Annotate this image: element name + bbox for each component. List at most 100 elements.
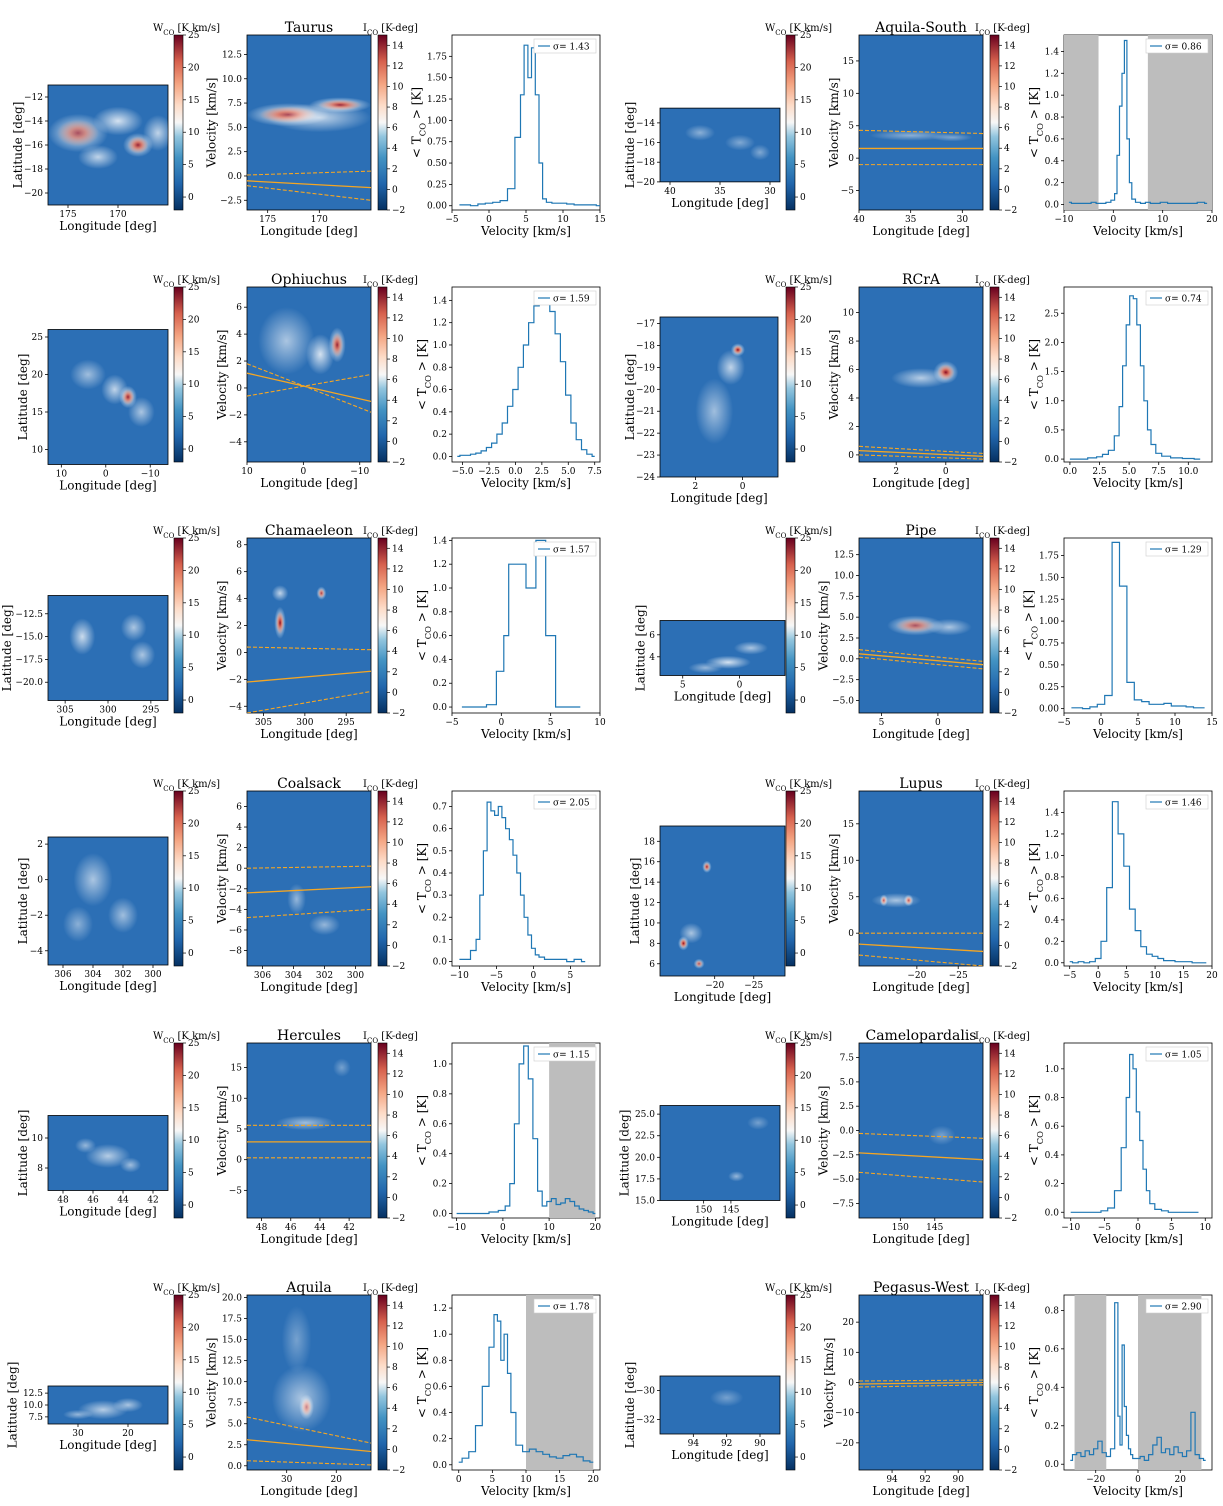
map-ytick-label: −22 xyxy=(636,429,655,439)
map-cbar-tick-label: 20 xyxy=(800,1323,812,1333)
pv-cbar-tick-label: 14 xyxy=(1004,41,1016,51)
pv-emission-blob xyxy=(309,914,340,936)
pv-cbar-tick-label: −2 xyxy=(392,1214,405,1224)
panel-title: Camelopardalis xyxy=(866,1028,977,1044)
map-cbar-tick-label: 15 xyxy=(800,348,812,358)
pv-cbar-tick-label: 14 xyxy=(1004,544,1016,554)
map-cbar-tick-label: 10 xyxy=(188,380,200,390)
pv-cbar-tick-label: 10 xyxy=(392,1342,404,1352)
pv-ylabel: Velocity [km/s] xyxy=(816,581,830,672)
pv-ylabel: Velocity [km/s] xyxy=(822,1338,836,1429)
pv-ytick-label: −2 xyxy=(229,411,242,421)
pv-fit-upper xyxy=(247,865,371,869)
spec-frame xyxy=(451,286,601,463)
spec-ytick-label: 0.00 xyxy=(427,202,447,212)
pv-ytick-label: 0 xyxy=(236,864,242,874)
map-cbar-tick-label: 5 xyxy=(800,1169,806,1179)
map-ytick-label: −20 xyxy=(24,189,43,199)
spec-ytick-label: 0.2 xyxy=(1045,1180,1059,1190)
spec-ytick-label: 1.0 xyxy=(1045,91,1060,101)
spec-masked-region xyxy=(549,1043,596,1218)
pv-colorbar xyxy=(377,537,388,714)
spec-frame xyxy=(1063,790,1213,967)
map-cbar-tick-label: 0 xyxy=(188,445,194,455)
pv-fit-lines xyxy=(859,1132,983,1183)
map-frame xyxy=(659,1105,781,1201)
spec-xtick-label: 10 xyxy=(1157,215,1169,225)
pv-cbar-label: ICO [K-deg] xyxy=(363,23,418,37)
map-emission-blob xyxy=(69,618,96,655)
pv-cbar-tick-label: 4 xyxy=(392,144,398,154)
pv-xtick-label: 2 xyxy=(893,467,899,477)
map-ylabel: Latitude [deg] xyxy=(634,605,648,692)
pv-cbar-label: ICO [K-deg] xyxy=(975,779,1030,793)
pv-fit-center xyxy=(859,449,983,457)
pv-ytick-label: 7.5 xyxy=(840,1054,855,1064)
map-emission-blob xyxy=(695,378,734,445)
map-ylabel: Latitude [deg] xyxy=(617,1110,631,1197)
pv-ytick-label: 6 xyxy=(236,568,242,578)
pv-xtick-label: 92 xyxy=(919,1475,930,1485)
pv-emission-peak xyxy=(276,611,285,635)
map-cbar-tick-label: 15 xyxy=(800,599,812,609)
spec-masked-region xyxy=(1138,1295,1202,1470)
spec-legend xyxy=(533,541,597,557)
pv-ytick-label: 6 xyxy=(848,366,854,376)
spec-masked-region xyxy=(1064,35,1099,210)
pv-ylabel: Velocity [km/s] xyxy=(215,834,229,925)
map-colorbar xyxy=(173,286,184,463)
pv-fit-center xyxy=(247,1439,371,1453)
map-emission-blob xyxy=(113,1397,143,1413)
pv-ytick-label: 7.5 xyxy=(228,99,243,109)
spec-legend-label: σ= 0.86 xyxy=(1165,43,1202,53)
map-emission-blob xyxy=(733,641,768,655)
panel-group-pipe: 5 0 4 6 Longitude [deg] Latitude [deg] 0 5 10 15 2… xyxy=(634,523,1218,741)
map-cbar-tick-label: 5 xyxy=(188,1421,194,1431)
pv-frame xyxy=(858,34,984,211)
spec-ytick-label: 1.4 xyxy=(1045,808,1060,818)
map-colorbar xyxy=(785,1042,796,1219)
pv-cbar-tick-label: 4 xyxy=(392,647,398,657)
map-emission-peak xyxy=(57,119,99,147)
pv-cbar-tick-label: 10 xyxy=(1004,1090,1016,1100)
pv-ytick-label: −2 xyxy=(229,675,242,685)
map-cbar-tick-label: 0 xyxy=(800,1201,806,1211)
spec-ytick-label: 2.0 xyxy=(1045,338,1060,348)
pv-cbar-tick-label: 6 xyxy=(392,1384,398,1394)
spec-line xyxy=(458,1314,594,1463)
map-ytick-label: 20 xyxy=(32,371,44,381)
spec-xlabel: Velocity [km/s] xyxy=(480,1232,571,1246)
pv-cbar-tick-label: 8 xyxy=(1004,606,1010,616)
spec-legend-label: σ= 2.90 xyxy=(1165,1303,1202,1313)
map-xlabel: Longitude [deg] xyxy=(674,990,771,1004)
map-ytick-label: −20 xyxy=(636,385,655,395)
map-xlabel: Longitude [deg] xyxy=(59,479,156,493)
pv-cbar-tick-label: 8 xyxy=(1004,103,1010,113)
spec-xtick-label: 0 xyxy=(1135,1475,1141,1485)
pv-cbar-tick-label: 10 xyxy=(1004,1342,1016,1352)
map-xtick-label: 30 xyxy=(72,1429,84,1439)
pv-ytick-label: 6 xyxy=(236,802,242,812)
spec-ytick-label: 0.6 xyxy=(1045,1345,1060,1355)
pv-fit-lower xyxy=(247,1460,371,1466)
map-ytick-label: 10.0 xyxy=(23,1401,43,1411)
map-ytick-label: −19 xyxy=(636,363,655,373)
pv-fit-lower xyxy=(859,454,983,460)
pv-ytick-label: −5 xyxy=(229,1186,243,1196)
pv-cbar-tick-label: 0 xyxy=(392,1445,398,1455)
map-cbar-tick-label: 25 xyxy=(188,534,200,544)
pv-xtick-label: 295 xyxy=(338,718,355,728)
spec-ytick-label: 0.4 xyxy=(433,869,448,879)
spec-ytick-label: 0.6 xyxy=(433,825,448,835)
pv-xtick-label: 175 xyxy=(259,215,276,225)
map-cbar-tick-label: 20 xyxy=(800,315,812,325)
map-cbar-tick-label: 15 xyxy=(800,1356,812,1366)
map-cbar-tick-label: 20 xyxy=(188,1071,200,1081)
map-cbar-tick-label: 15 xyxy=(188,96,200,106)
pv-ytick-label: 0.0 xyxy=(228,172,243,182)
map-emission-blob xyxy=(120,1157,141,1173)
pv-ylabel: Velocity [km/s] xyxy=(215,1086,229,1177)
spec-xlabel: Velocity [km/s] xyxy=(1092,727,1183,741)
